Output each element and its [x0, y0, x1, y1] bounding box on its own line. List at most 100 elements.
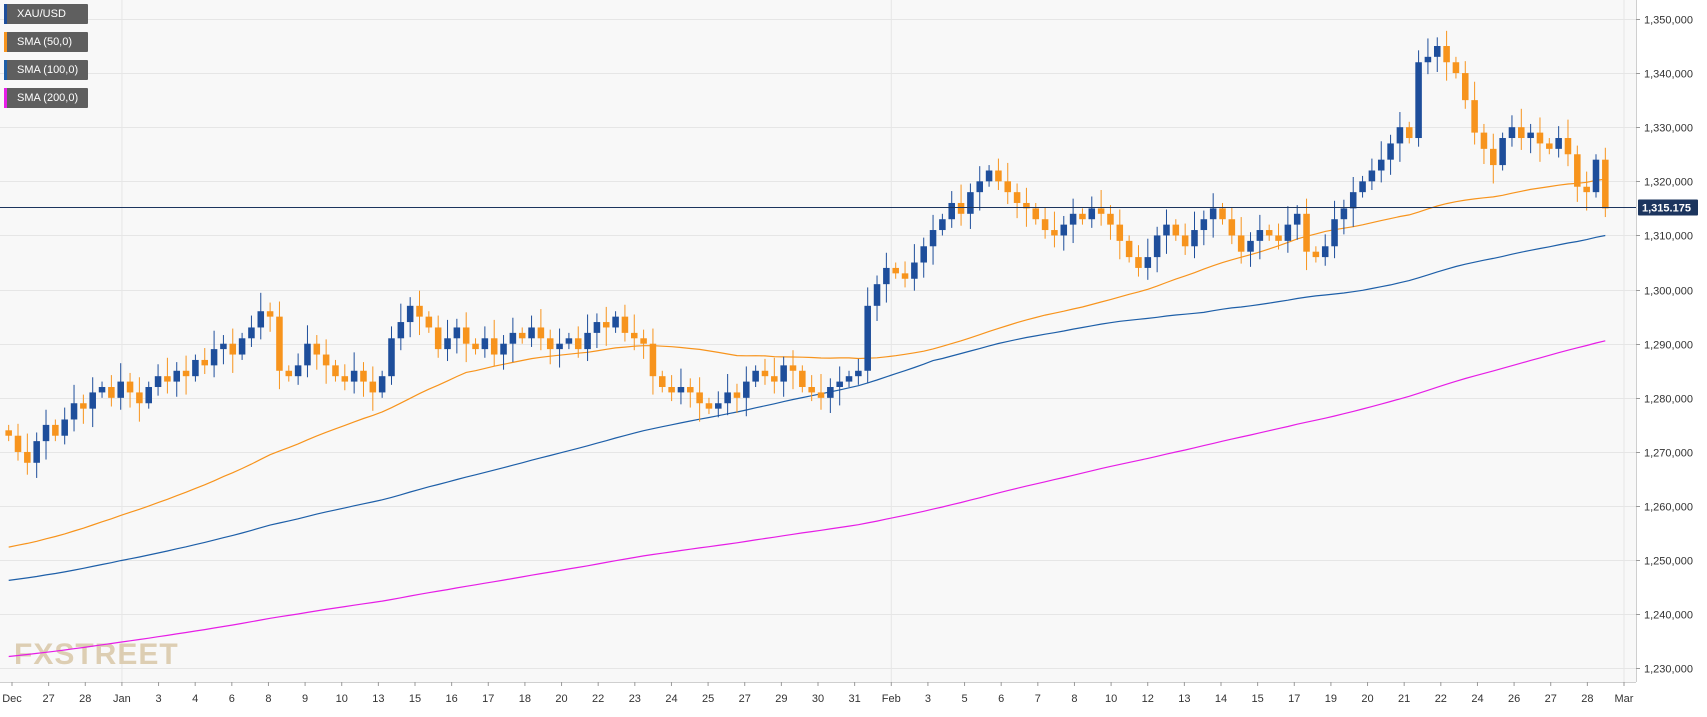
- candle-body: [1256, 230, 1264, 241]
- candle-body: [1462, 73, 1469, 101]
- candle-body: [276, 316, 283, 371]
- fxstreet-watermark: FXSTREET: [14, 638, 178, 671]
- candle-body: [397, 322, 405, 339]
- candle-body: [780, 365, 787, 382]
- x-tick-label: 22: [1435, 693, 1447, 705]
- candle-body: [957, 202, 965, 214]
- y-tick-label: 1,250,000: [1644, 556, 1693, 568]
- y-tick-label: 1,260,000: [1644, 502, 1693, 514]
- x-tick-label: 8: [1071, 693, 1077, 705]
- candle-body: [500, 343, 507, 355]
- legend-item-sma-200[interactable]: SMA (200,0): [4, 88, 89, 108]
- candle-body: [789, 365, 797, 371]
- candle-body: [257, 311, 265, 328]
- x-tick-label: 19: [1325, 693, 1337, 705]
- candle-body: [1079, 213, 1086, 220]
- candle-body: [294, 365, 302, 377]
- legend-label: XAU/USD: [17, 8, 66, 20]
- sma-50-line: [8, 178, 1606, 548]
- y-tick-label: 1,270,000: [1644, 448, 1693, 460]
- x-tick-label: 3: [155, 693, 161, 705]
- legend-item-sma-50[interactable]: SMA (50,0): [4, 32, 89, 52]
- candle-body: [1032, 208, 1040, 220]
- candle-body: [173, 370, 181, 382]
- x-tick-label: 4: [192, 693, 198, 705]
- candle-body: [724, 392, 731, 404]
- candle-body: [5, 430, 12, 436]
- candle-body: [1359, 181, 1366, 193]
- candle-body: [696, 392, 703, 404]
- legend-label: SMA (200,0): [17, 92, 79, 104]
- candle-body: [80, 403, 87, 409]
- candles: [5, 30, 1609, 478]
- candle-body: [434, 327, 442, 350]
- x-tick-label: Dec: [2, 693, 22, 705]
- candle-body: [668, 387, 675, 393]
- candle-body: [210, 349, 218, 366]
- candle-body: [659, 376, 666, 388]
- candle-body: [1602, 159, 1609, 209]
- candle-body: [52, 424, 59, 436]
- candle-body: [1060, 224, 1068, 236]
- sma-200-line: [8, 340, 1606, 658]
- candle-body: [1387, 143, 1394, 160]
- candle-body: [1340, 208, 1348, 220]
- candle-body: [967, 192, 974, 214]
- candle-body: [1116, 224, 1124, 241]
- candle-body: [136, 392, 143, 404]
- candle-body: [1153, 235, 1161, 258]
- candle-body: [799, 370, 806, 388]
- candle-body: [182, 370, 190, 377]
- candle-body: [1023, 202, 1030, 209]
- y-tick-label: 1,280,000: [1644, 394, 1693, 406]
- candle-body: [341, 376, 349, 382]
- legend-item-xauusd[interactable]: XAU/USD: [4, 4, 89, 24]
- x-tick-label: 25: [702, 693, 714, 705]
- y-tick-label: 1,330,000: [1644, 123, 1693, 135]
- x-tick-label: Feb: [882, 693, 901, 705]
- candle-body: [42, 424, 50, 442]
- x-tick-label: 16: [446, 693, 458, 705]
- x-tick-label: 7: [1035, 693, 1041, 705]
- candle-body: [640, 338, 647, 344]
- candle-body: [1191, 230, 1198, 247]
- candle-body: [556, 343, 563, 350]
- x-tick-label: 24: [1471, 693, 1483, 705]
- legend-label: SMA (50,0): [17, 36, 73, 48]
- candle-body: [687, 387, 694, 393]
- x-tick-label: 31: [849, 693, 861, 705]
- candle-body: [733, 392, 741, 398]
- candle-body: [1443, 46, 1450, 63]
- x-tick-label: 17: [1288, 693, 1300, 705]
- candle-body: [836, 381, 843, 388]
- candle-body: [855, 370, 862, 377]
- candle-body: [1592, 159, 1600, 193]
- candle-body: [1125, 240, 1133, 258]
- y-tick-label: 1,240,000: [1644, 610, 1693, 622]
- candle-body: [490, 338, 498, 355]
- candle-body: [1051, 230, 1058, 236]
- legend-swatch: [4, 4, 7, 24]
- price-label-box: [1638, 199, 1698, 216]
- candle-body: [1349, 192, 1357, 209]
- candle-body: [864, 305, 871, 371]
- candle-body: [1228, 219, 1236, 236]
- chart-legend: XAU/USD SMA (50,0) SMA (100,0) SMA (200,…: [4, 4, 89, 116]
- candle-body: [1209, 208, 1217, 220]
- candle-body: [1312, 251, 1320, 258]
- candle-body: [1433, 46, 1441, 57]
- candle-body: [462, 327, 470, 344]
- candle-body: [154, 376, 162, 388]
- candle-body: [873, 284, 881, 306]
- y-tick-label: 1,320,000: [1644, 177, 1693, 189]
- candle-body: [677, 387, 685, 393]
- candle-body: [546, 338, 554, 350]
- x-tick-label: Mar: [1615, 693, 1634, 705]
- legend-item-sma-100[interactable]: SMA (100,0): [4, 60, 89, 80]
- x-tick-label: 27: [739, 693, 751, 705]
- y-tick-label: 1,350,000: [1644, 15, 1693, 27]
- candle-body: [602, 322, 610, 328]
- candle-body: [14, 435, 22, 452]
- x-tick-label: 27: [1545, 693, 1557, 705]
